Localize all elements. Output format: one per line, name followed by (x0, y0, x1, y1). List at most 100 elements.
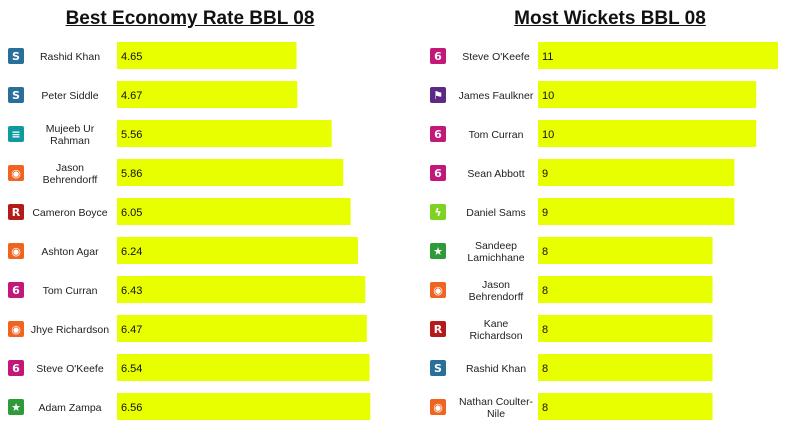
category-label: Adam Zampa (38, 402, 101, 414)
svg-text:◉: ◉ (433, 284, 443, 297)
stars-team-icon: ★ (430, 243, 446, 259)
category-label: Jhye Richardson (31, 324, 109, 336)
bar (117, 42, 297, 69)
svg-text:R: R (12, 206, 21, 219)
category-label: Tom Curran (43, 285, 98, 297)
bar-row: ◉ Nathan Coulter-Nile 8 (430, 393, 713, 420)
bar-row: 6 Steve O'Keefe 11 (430, 42, 778, 69)
bar (538, 42, 778, 69)
bar (117, 237, 358, 264)
thunder-team-icon: ϟ (430, 204, 446, 220)
sixers-team-icon: 6 (8, 360, 24, 376)
category-label: Sandeep Lamichhane (467, 240, 524, 264)
bar (117, 393, 371, 420)
economy-bar-chart: S Rashid Khan 4.65 S Peter Siddle 4.67 ≡ Mujeeb… (8, 42, 371, 420)
value-label: 10 (542, 129, 554, 141)
bar (117, 198, 351, 225)
value-label: 9 (542, 168, 548, 180)
bar-row: ★ Sandeep Lamichhane 8 (430, 237, 713, 264)
value-label: 11 (542, 51, 553, 63)
bar-row: S Peter Siddle 4.67 (8, 81, 298, 108)
category-label: Tom Curran (469, 129, 524, 141)
svg-text:◉: ◉ (11, 245, 21, 258)
renegades-team-icon: R (8, 204, 24, 220)
value-label: 6.47 (121, 324, 142, 336)
renegades-team-icon: R (430, 321, 446, 337)
value-label: 10 (542, 90, 554, 102)
bar-row: ϟ Daniel Sams 9 (430, 198, 735, 225)
category-label: Cameron Boyce (32, 207, 107, 219)
bar-row: ★ Adam Zampa 6.56 (8, 393, 371, 420)
svg-text:◉: ◉ (11, 323, 21, 336)
category-label: Rashid Khan (466, 363, 526, 375)
bar-row: S Rashid Khan 4.65 (8, 42, 297, 69)
value-label: 5.56 (121, 129, 142, 141)
svg-text:6: 6 (434, 128, 442, 141)
scorchers-team-icon: ◉ (8, 321, 24, 337)
category-label: Sean Abbott (467, 168, 524, 180)
svg-text:6: 6 (434, 167, 442, 180)
wickets-bar-chart: 6 Steve O'Keefe 11 ⚑ James Faulkner 10 6 Tom Cu… (430, 42, 778, 420)
category-label: Kane Richardson (469, 318, 522, 342)
bar (117, 120, 332, 147)
bar (117, 354, 370, 381)
svg-text:S: S (434, 362, 442, 375)
sixers-team-icon: 6 (430, 126, 446, 142)
wickets-panel: Most Wickets BBL 08 6 Steve O'Keefe 11 ⚑ Jam… (400, 0, 800, 435)
svg-text:S: S (12, 89, 20, 102)
hurricanes-team-icon: ⚑ (430, 87, 446, 103)
bar (538, 315, 713, 342)
value-label: 5.86 (121, 168, 142, 180)
value-label: 4.67 (121, 90, 142, 102)
bar (538, 354, 713, 381)
category-label: Steve O'Keefe (462, 51, 530, 63)
scorchers-team-icon: ◉ (430, 399, 446, 415)
bar-row: ≡ Mujeeb Ur Rahman 5.56 (8, 120, 332, 147)
bar-row: ◉ Ashton Agar 6.24 (8, 237, 358, 264)
svg-text:ϟ: ϟ (434, 206, 441, 219)
bar-row: ◉ Jason Behrendorff 5.86 (8, 159, 344, 186)
value-label: 8 (542, 285, 548, 297)
strikers-team-icon: S (430, 360, 446, 376)
sixers-team-icon: 6 (430, 48, 446, 64)
svg-text:◉: ◉ (433, 401, 443, 414)
value-label: 8 (542, 402, 548, 414)
value-label: 4.65 (121, 51, 142, 63)
category-label: Jason Behrendorff (43, 162, 98, 186)
svg-text:★: ★ (11, 401, 21, 414)
bar (538, 159, 735, 186)
bar (538, 198, 735, 225)
sixers-team-icon: 6 (8, 282, 24, 298)
sixers-team-icon: 6 (430, 165, 446, 181)
category-label: Jason Behrendorff (469, 279, 524, 303)
value-label: 6.05 (121, 207, 142, 219)
value-label: 6.56 (121, 402, 142, 414)
bar (538, 237, 713, 264)
value-label: 6.54 (121, 363, 142, 375)
svg-text:6: 6 (12, 284, 20, 297)
category-label: Ashton Agar (41, 246, 99, 258)
scorchers-team-icon: ◉ (8, 243, 24, 259)
bar (538, 393, 713, 420)
strikers-team-icon: S (8, 48, 24, 64)
svg-text:★: ★ (433, 245, 443, 258)
value-label: 8 (542, 246, 548, 258)
category-label: Steve O'Keefe (36, 363, 104, 375)
svg-text:6: 6 (12, 362, 20, 375)
bar-row: ◉ Jhye Richardson 6.47 (8, 315, 367, 342)
bar (117, 315, 367, 342)
value-label: 8 (542, 363, 548, 375)
scorchers-team-icon: ◉ (8, 165, 24, 181)
category-label: Rashid Khan (40, 51, 100, 63)
stars-team-icon: ★ (8, 399, 24, 415)
strikers-team-icon: S (8, 87, 24, 103)
svg-text:S: S (12, 50, 20, 63)
value-label: 9 (542, 207, 548, 219)
bar (117, 276, 366, 303)
bar (117, 81, 298, 108)
svg-text:≡: ≡ (11, 128, 20, 141)
bar-row: 6 Steve O'Keefe 6.54 (8, 354, 370, 381)
bar-row: 6 Tom Curran 6.43 (8, 276, 366, 303)
bar (538, 81, 757, 108)
bar-row: ◉ Jason Behrendorff 8 (430, 276, 713, 303)
